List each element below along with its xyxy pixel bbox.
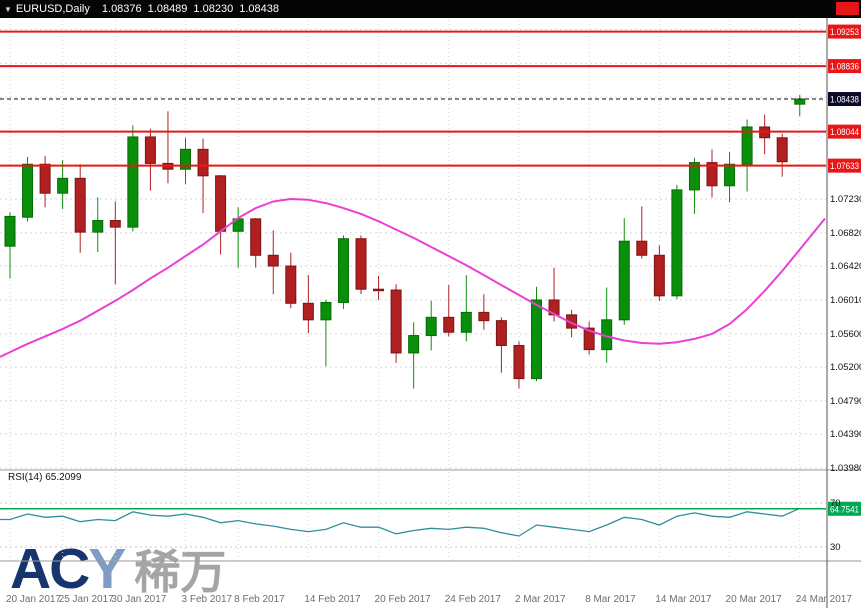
time-axis-label: 14 Feb 2017 (304, 594, 361, 605)
candle-body (390, 289, 402, 354)
candle-body (671, 189, 683, 297)
logo-text-y: Y (88, 537, 126, 601)
candle-body (355, 238, 367, 290)
price-axis-label: 1.04790 (830, 396, 861, 407)
quote-high: 1.08489 (147, 3, 188, 15)
candle-body (127, 136, 139, 228)
candle-body (408, 335, 420, 354)
resistance-price-label: 1.08836 (830, 62, 859, 72)
candle-body (460, 311, 472, 333)
candle-body (618, 240, 630, 321)
quote-close: 1.08438 (239, 3, 279, 15)
candle-body (478, 311, 490, 322)
time-axis-label: 20 Mar 2017 (726, 594, 783, 605)
candle-body (74, 177, 86, 233)
rsi-hline-label: 64.7541 (830, 504, 859, 514)
rsi-line (0, 507, 801, 537)
resistance-price-tag (828, 124, 861, 139)
candle-body (180, 148, 191, 170)
candle-body (724, 163, 736, 187)
time-axis-label: 14 Mar 2017 (655, 594, 712, 605)
candle-body (22, 163, 34, 218)
price-axis-label: 1.04390 (830, 429, 861, 440)
price-axis-label: 1.03980 (830, 463, 861, 474)
resistance-price-label: 1.08044 (830, 127, 859, 137)
candle-body (653, 254, 665, 297)
candle-body (39, 163, 51, 194)
time-axis-label: 30 Jan 2017 (111, 594, 166, 605)
rsi-indicator-label: RSI(14) 65.2099 (8, 472, 82, 483)
candle-body (636, 240, 648, 256)
rsi-level-label: 70 (830, 498, 841, 509)
candle-body (373, 288, 385, 292)
candle-body (583, 327, 595, 351)
candle-body (794, 98, 806, 105)
candle-body (285, 265, 297, 304)
logo-text-ac: AC (10, 537, 90, 601)
price-axis-label: 1.07230 (830, 194, 861, 205)
candle-body (337, 238, 349, 303)
symbol-timeframe-label: EURUSD,Daily (15, 3, 90, 15)
candle-body (495, 320, 507, 346)
candle-body (215, 175, 227, 232)
candle-body (320, 301, 332, 321)
candle-body (706, 162, 718, 187)
rsi-hline-tag (828, 501, 861, 516)
symbol-info-bar: ▼ EURUSD,Daily 1.08376 1.08489 1.08230 1.0843… (0, 0, 861, 18)
time-axis-label: 8 Mar 2017 (585, 594, 636, 605)
candle-body (250, 218, 262, 256)
candle-body (197, 148, 209, 177)
candle-body (267, 254, 279, 267)
resistance-price-tag (828, 59, 861, 74)
logo-text-cn: 稀万 (134, 546, 227, 598)
candle-body (57, 177, 69, 194)
price-axis-label: 1.05200 (830, 362, 861, 373)
resistance-price-label: 1.07633 (830, 161, 859, 171)
candle-body (425, 316, 437, 337)
time-axis-label: 8 Feb 2017 (234, 594, 285, 605)
candle-body (302, 302, 314, 321)
candle-body (92, 220, 104, 233)
candle-body (144, 136, 156, 164)
time-axis-label: 25 Jan 2017 (59, 594, 114, 605)
price-axis-label: 1.05600 (830, 329, 861, 340)
time-axis-label: 20 Jan 2017 (6, 594, 61, 605)
resistance-price-label: 1.09253 (830, 27, 859, 37)
candle-body (531, 299, 542, 380)
quote-low: 1.08230 (193, 3, 234, 15)
time-axis-label: 20 Feb 2017 (375, 594, 432, 605)
price-axis-label: 1.06420 (830, 261, 861, 272)
resistance-price-tag (828, 158, 861, 173)
quote-open: 1.08376 (101, 3, 142, 15)
time-axis-label: 24 Mar 2017 (796, 594, 853, 605)
candle-body (513, 344, 525, 380)
price-axis-label: 1.06010 (830, 295, 861, 306)
candle-body (741, 126, 753, 165)
symbol-marker-icon: ▼ (4, 5, 12, 14)
current-price-tag (828, 92, 861, 107)
time-axis-label: 3 Feb 2017 (182, 594, 233, 605)
candle-body (776, 137, 788, 163)
broker-logo: ACY 稀万 (10, 536, 226, 602)
current-price-label: 1.08438 (830, 95, 859, 105)
candle-body (443, 316, 455, 333)
candle-body (688, 162, 700, 191)
candle-body (4, 215, 16, 247)
ma-line (0, 198, 826, 358)
clipped-price-tag (836, 2, 859, 15)
candle-body (109, 220, 121, 228)
time-axis-label: 24 Feb 2017 (445, 594, 502, 605)
price-axis-label: 1.06820 (830, 228, 861, 239)
time-axis-label: 2 Mar 2017 (515, 594, 566, 605)
resistance-price-tag (828, 24, 861, 39)
rsi-level-label: 30 (830, 542, 841, 553)
